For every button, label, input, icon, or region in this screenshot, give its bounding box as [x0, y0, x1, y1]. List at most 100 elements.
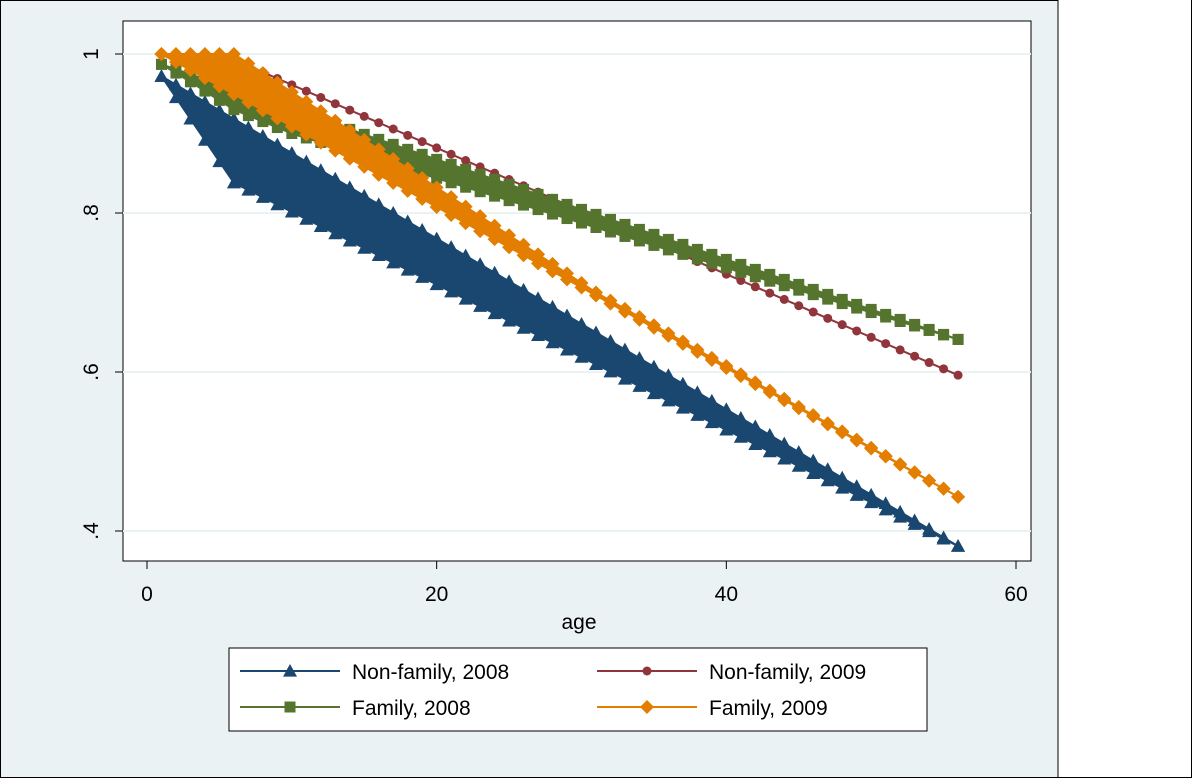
- series-marker-upper: [878, 496, 893, 509]
- series-marker-upper: [749, 263, 761, 275]
- series-marker-upper: [400, 161, 415, 176]
- series-marker-lower: [503, 195, 515, 207]
- series-marker-upper: [516, 237, 531, 252]
- series-marker-lower: [270, 197, 285, 211]
- series-marker-upper: [400, 214, 415, 228]
- series-marker-lower: [489, 190, 501, 202]
- series-marker: [953, 370, 963, 380]
- series-marker-upper: [226, 47, 241, 61]
- series-marker-lower: [820, 417, 835, 432]
- series-marker-upper: [547, 193, 559, 205]
- series-marker-lower: [547, 208, 559, 220]
- series-marker-lower: [532, 204, 544, 216]
- series-marker-upper: [532, 188, 544, 200]
- series-marker-lower: [313, 135, 328, 150]
- series-marker-lower: [878, 449, 893, 464]
- series-marker-upper: [429, 231, 444, 245]
- series-marker-lower: [342, 151, 357, 166]
- series-marker-lower: [284, 119, 299, 134]
- series-marker-upper: [487, 265, 502, 279]
- series-marker-lower: [893, 457, 908, 472]
- series-marker-lower: [820, 473, 835, 487]
- series-marker-upper: [168, 77, 183, 91]
- series-marker-lower: [415, 191, 430, 206]
- series-marker-lower: [617, 304, 632, 319]
- series-marker-upper: [719, 402, 734, 416]
- series-marker-lower: [241, 95, 256, 110]
- series-marker-lower: [893, 510, 908, 523]
- series-marker-upper: [460, 163, 472, 175]
- series-marker-upper: [518, 183, 530, 195]
- series-marker-upper: [168, 47, 183, 61]
- x-tick-label: 60: [1004, 583, 1027, 606]
- series-marker-lower: [793, 284, 805, 296]
- series-marker-lower: [257, 116, 269, 128]
- legend-swatch-marker: [640, 700, 654, 714]
- series-marker-lower: [241, 183, 256, 196]
- series-marker: [374, 118, 384, 128]
- series-marker-upper: [503, 178, 515, 190]
- series-marker-upper: [183, 86, 198, 99]
- x-tick-label: 20: [425, 583, 448, 606]
- series-marker-upper: [545, 256, 560, 271]
- series-marker-lower: [212, 79, 227, 94]
- series-marker-lower: [371, 167, 386, 182]
- series-marker-upper: [474, 168, 486, 180]
- series-marker-lower: [458, 292, 473, 305]
- series-marker-upper: [777, 436, 792, 450]
- series-marker-lower: [170, 67, 182, 79]
- series-marker-lower: [502, 240, 517, 255]
- series-marker-upper: [328, 113, 343, 128]
- series-marker-lower: [184, 76, 196, 88]
- series-marker-lower: [791, 459, 806, 472]
- series-marker: [808, 307, 818, 317]
- series-marker-lower: [199, 85, 211, 97]
- series-marker-upper: [617, 342, 632, 356]
- series-marker-upper: [677, 238, 689, 250]
- series-marker-upper: [270, 75, 285, 90]
- series-marker-lower: [749, 271, 761, 283]
- axes: .4 .6 .8 1 0 20 40 60: [80, 48, 1028, 606]
- series-marker-upper: [704, 393, 719, 407]
- series-marker-lower: [951, 539, 966, 552]
- series-marker-lower: [371, 248, 386, 262]
- series-marker: [330, 99, 340, 109]
- series-marker-upper: [604, 213, 616, 225]
- series-marker-lower: [807, 289, 819, 301]
- series-marker-lower: [661, 393, 676, 407]
- series-marker-lower: [778, 280, 790, 292]
- series-marker-lower: [764, 275, 776, 287]
- series-marker: [866, 332, 876, 342]
- series-marker-lower: [590, 222, 602, 234]
- series-marker-lower: [429, 199, 444, 214]
- series-marker-upper: [416, 148, 428, 160]
- series-layer: [154, 47, 966, 552]
- series-marker-upper: [662, 233, 674, 245]
- series-marker-lower: [735, 266, 747, 278]
- series-marker-upper: [706, 248, 718, 260]
- series-marker-lower: [531, 256, 546, 271]
- series-marker-lower: [633, 235, 645, 247]
- series-marker-lower: [574, 280, 589, 295]
- series-marker-lower: [806, 409, 821, 424]
- series-marker-upper: [431, 153, 443, 165]
- series-marker-lower: [951, 489, 966, 504]
- series-marker: [794, 301, 804, 311]
- series-marker-lower: [720, 262, 732, 274]
- series-marker-lower: [588, 288, 603, 303]
- series-marker-lower: [777, 393, 792, 408]
- series-marker-upper: [371, 197, 386, 210]
- series-marker-upper: [357, 188, 372, 202]
- series-marker: [750, 282, 760, 292]
- series-marker-upper: [793, 278, 805, 290]
- legend-items: Non-family, 2008 Non-family, 2009 Family, …: [240, 661, 866, 720]
- series-marker-lower: [270, 111, 285, 126]
- series-marker-lower: [719, 360, 734, 375]
- series-marker-upper: [835, 470, 850, 484]
- series-marker-lower: [704, 352, 719, 367]
- series-marker-upper: [561, 198, 573, 210]
- series-marker-upper: [386, 151, 401, 166]
- series-marker-lower: [400, 262, 415, 276]
- legend-box: [228, 647, 928, 732]
